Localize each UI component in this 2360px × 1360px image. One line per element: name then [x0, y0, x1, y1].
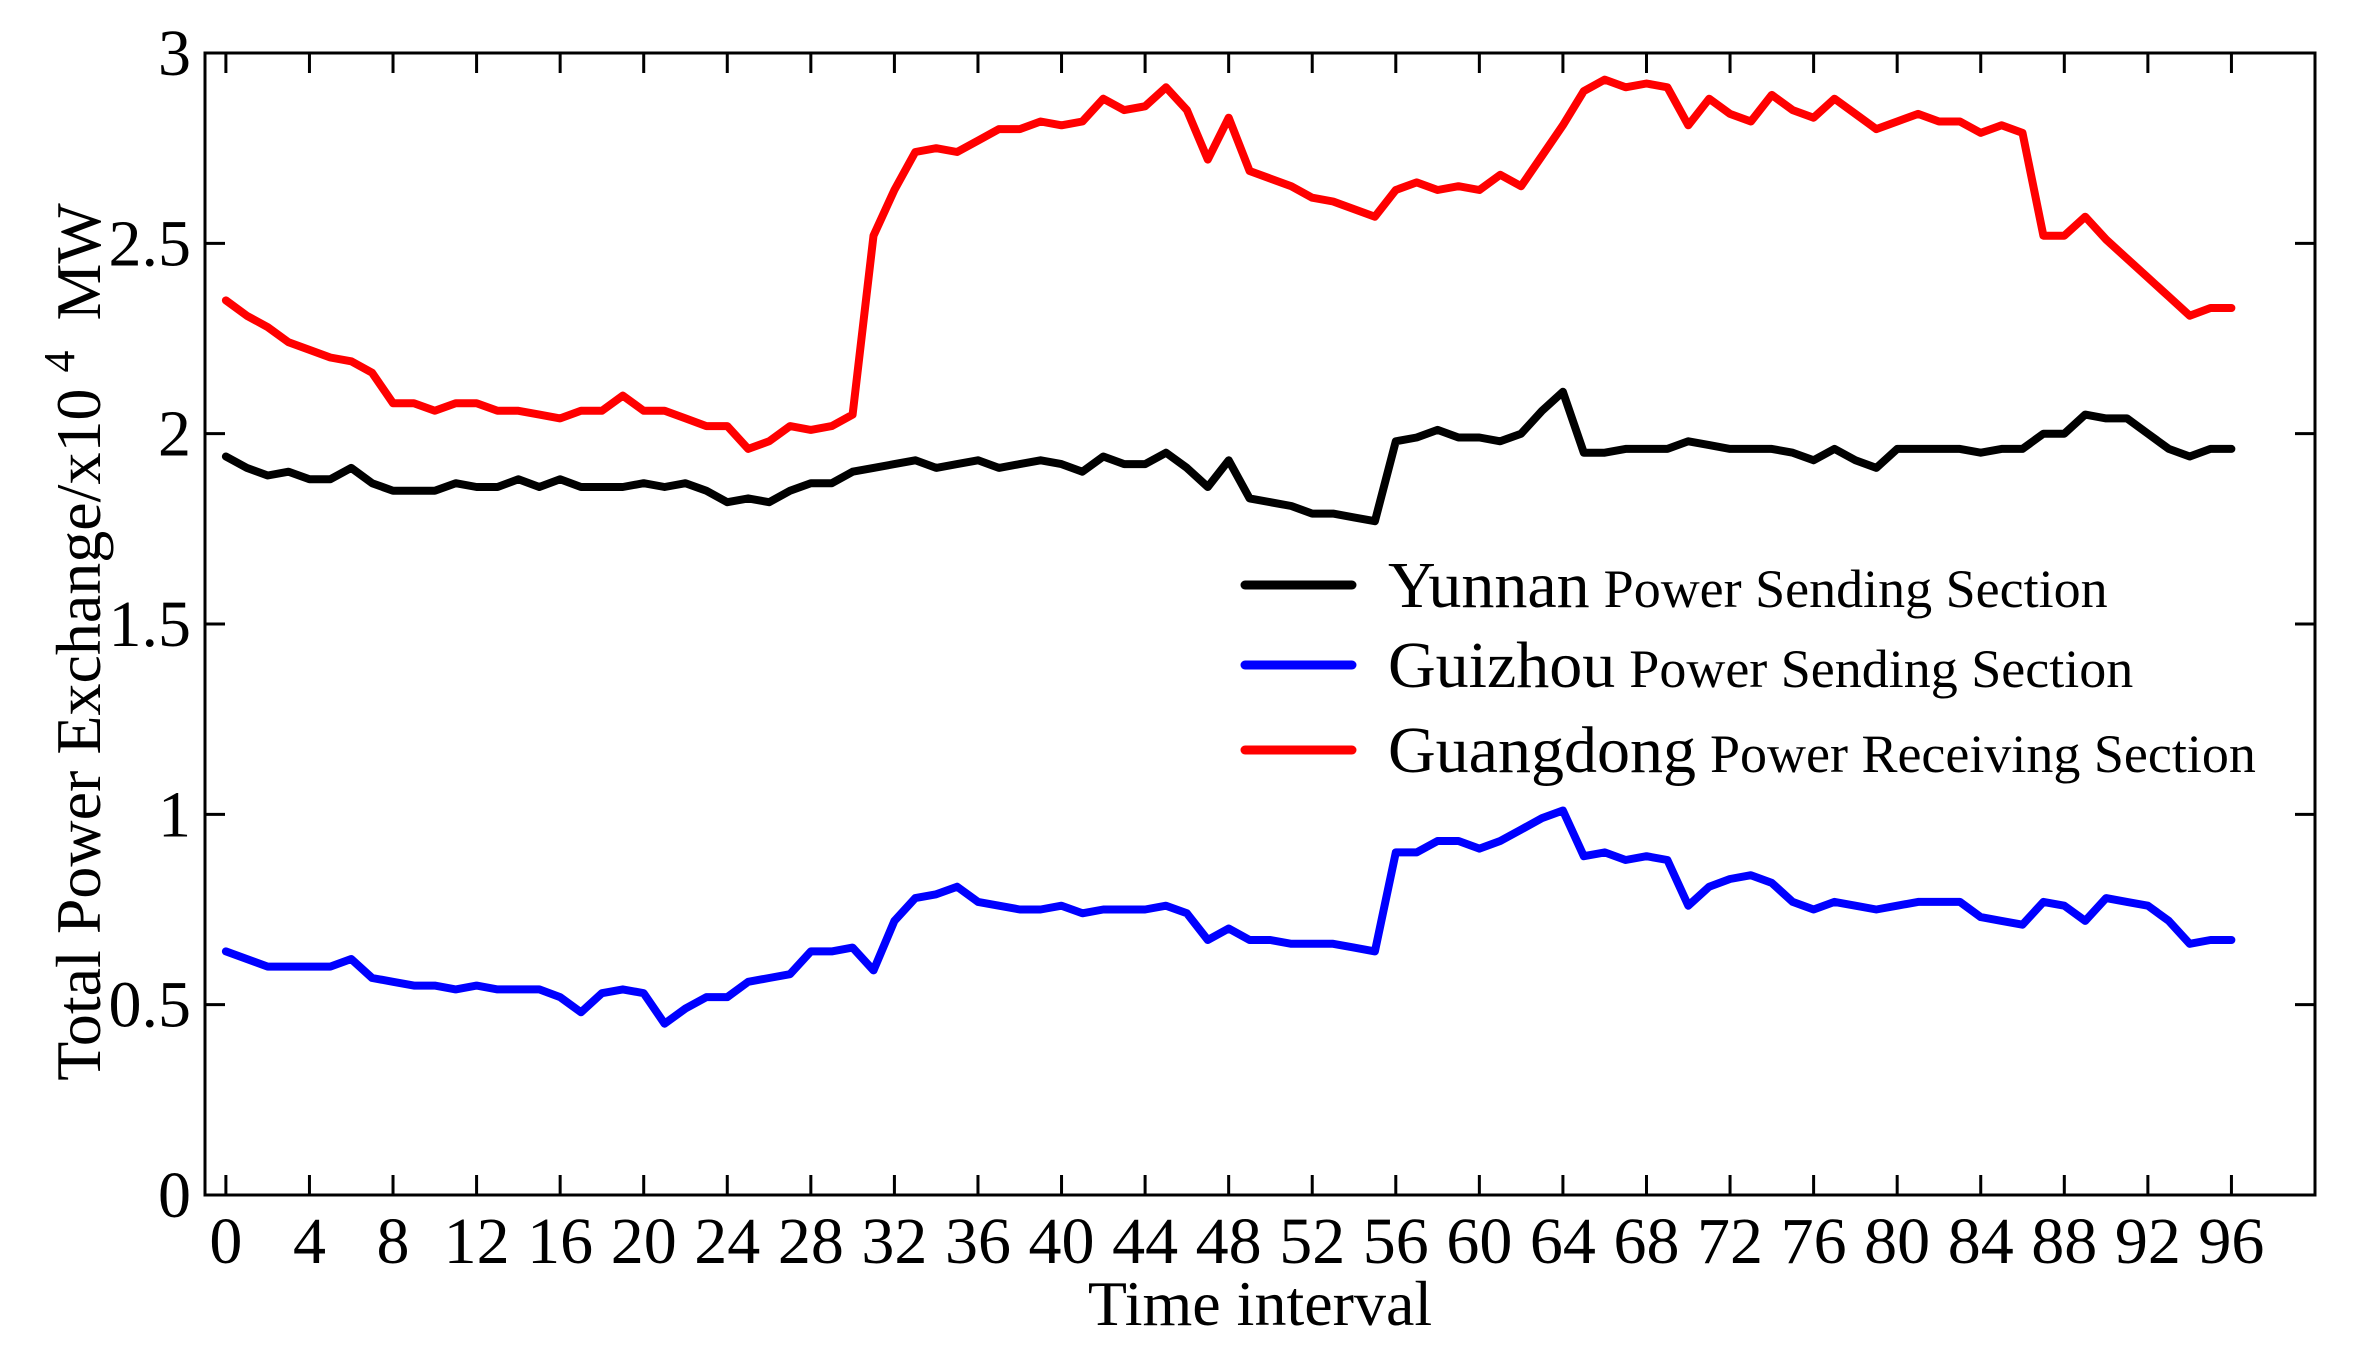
x-tick-label: 68: [1613, 1205, 1679, 1278]
x-tick-label: 0: [209, 1205, 242, 1278]
y-tick-label: 1: [158, 778, 191, 851]
y-tick-label: 2: [158, 398, 191, 471]
x-tick-label: 12: [444, 1205, 510, 1278]
series-line-yunnan: [221, 387, 2236, 526]
x-tick-label: 4: [293, 1205, 326, 1278]
y-tick-label: 2.5: [109, 207, 192, 280]
x-tick-label: 44: [1112, 1205, 1178, 1278]
y-tick-label: 0: [158, 1159, 191, 1232]
y-tick-label: 3: [158, 17, 191, 90]
legend-label-prefix: Guizhou: [1388, 629, 1615, 702]
y-tick-label: 1.5: [109, 588, 192, 661]
legend-label-prefix: Guangdong: [1388, 714, 1696, 787]
y-tick-label: 0.5: [109, 969, 192, 1042]
series-line-guizhou: [221, 806, 2236, 1028]
legend-label-suffix: Power Sending Section: [1604, 559, 2108, 619]
legend-label-yunnan: Yunnan Power Sending Section: [1388, 549, 2108, 622]
x-tick-label: 96: [2198, 1205, 2264, 1278]
x-tick-label: 32: [861, 1205, 927, 1278]
x-tick-label: 48: [1196, 1205, 1262, 1278]
x-tick-label: 60: [1446, 1205, 1512, 1278]
x-tick-label: 52: [1279, 1205, 1345, 1278]
y-axis-title: Total Power Exchange/x10 4 MW: [17, 203, 114, 1081]
x-tick-label: 56: [1363, 1205, 1429, 1278]
x-axis-title: Time interval: [1088, 1268, 1432, 1339]
x-tick-label: 40: [1029, 1205, 1095, 1278]
series-line-guangdong: [221, 75, 2236, 453]
plot-area-frame: [203, 51, 2317, 1197]
legend-label-guangdong: Guangdong Power Receiving Section: [1388, 714, 2256, 787]
x-tick-label: 72: [1697, 1205, 1763, 1278]
legend-label-prefix: Yunnan: [1388, 549, 1590, 622]
y-axis-title-unit: MW: [43, 203, 114, 321]
x-tick-label: 64: [1530, 1205, 1596, 1278]
x-tick-label: 16: [527, 1205, 593, 1278]
x-tick-label: 92: [2115, 1205, 2181, 1278]
y-axis-title-superscript: 4: [35, 351, 84, 373]
x-tick-label: 36: [945, 1205, 1011, 1278]
legend-label-suffix: Power Receiving Section: [1710, 724, 2256, 784]
legend-label-suffix: Power Sending Section: [1629, 639, 2133, 699]
x-tick-label: 28: [778, 1205, 844, 1278]
x-tick-label: 24: [694, 1205, 760, 1278]
x-tick-label: 8: [377, 1205, 410, 1278]
x-tick-label: 76: [1781, 1205, 1847, 1278]
y-axis-title-main: Total Power Exchange/x10: [43, 389, 114, 1081]
x-tick-label: 84: [1948, 1205, 2014, 1278]
x-tick-label: 80: [1864, 1205, 1930, 1278]
legend-label-guizhou: Guizhou Power Sending Section: [1388, 629, 2133, 702]
x-tick-label: 20: [611, 1205, 677, 1278]
x-tick-label: 88: [2031, 1205, 2097, 1278]
